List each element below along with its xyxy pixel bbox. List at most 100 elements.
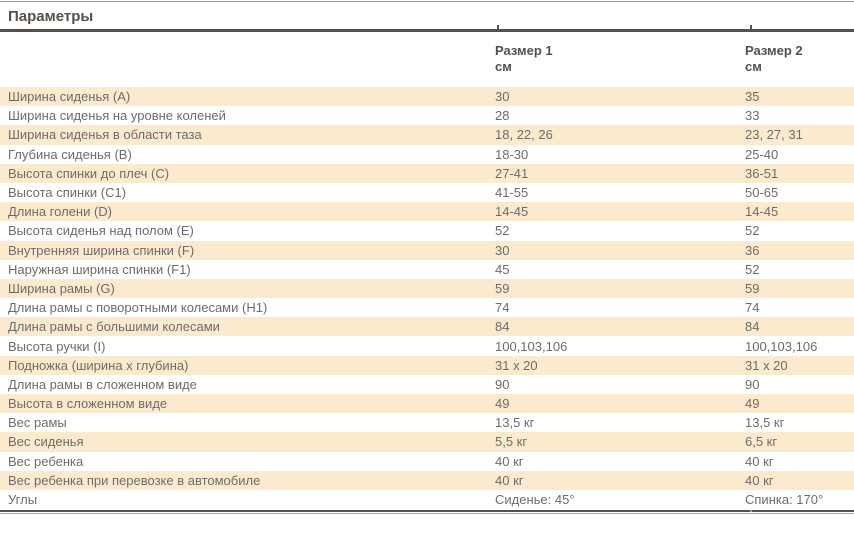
column-header-size2-unit: см: [745, 59, 762, 74]
parameter-label: Глубина сиденья (B): [8, 146, 132, 162]
size1-value: 30: [495, 242, 510, 258]
size2-value: 31 x 20: [745, 357, 788, 373]
size1-value: 90: [495, 376, 510, 392]
column-header-size1-unit: см: [495, 59, 512, 74]
bottom-divider-light-line: [0, 513, 854, 515]
size1-value: 27-41: [495, 165, 529, 181]
column-divider-tick: [497, 25, 499, 29]
table-row: Ширина сиденья на уровне коленей 28 33: [0, 106, 854, 126]
top-divider: [0, 1, 854, 2]
table-row: Вес ребенка при перевозке в автомобиле 4…: [0, 470, 854, 490]
parameter-label: Вес рамы: [8, 415, 67, 431]
table-row: Высота в сложенном виде 49 49: [0, 394, 854, 414]
parameter-label: Высота спинки (C1): [8, 185, 127, 201]
parameter-label: Ширина сиденья (A): [8, 89, 131, 105]
size2-value: 36: [745, 242, 760, 258]
table-row: Высота сиденья над полом (E) 52 52: [0, 221, 854, 241]
size2-value: 33: [745, 108, 760, 124]
size1-value: 59: [495, 280, 510, 296]
parameter-label: Ширина рамы (G): [8, 280, 115, 296]
table-row: Длина голени (D) 14-45 14-45: [0, 202, 854, 222]
size1-value: 5,5 кг: [495, 434, 528, 450]
parameter-label: Углы: [8, 492, 38, 508]
parameter-label: Внутренняя ширина спинки (F): [8, 242, 195, 258]
size1-value: 40 кг: [495, 453, 524, 469]
size2-value: Спинка: 170°: [745, 492, 824, 508]
table-row: Высота ручки (I) 100,103,106 100,103,106: [0, 336, 854, 356]
parameter-label: Подножка (ширина x глубина): [8, 357, 189, 373]
table-row: Высота спинки (C1) 41-55 50-65: [0, 182, 854, 203]
table-row: Ширина рамы (G) 59 59: [0, 278, 854, 299]
size2-value: 84: [745, 319, 760, 335]
parameter-label: Высота ручки (I): [8, 338, 106, 354]
column-header-size1-label: Размер 1: [495, 43, 553, 58]
size2-value: 25-40: [745, 146, 779, 162]
table-row: Углы Сиденье: 45° Спинка: 170°: [0, 489, 854, 510]
column-header-size2: Размер 2 см: [745, 43, 854, 87]
size1-value: 49: [495, 396, 510, 412]
size2-value: 13,5 кг: [745, 415, 785, 431]
parameter-label: Длина рамы с поворотными колесами (H1): [8, 300, 268, 316]
size1-value: 52: [495, 223, 510, 239]
table-row: Наружная ширина спинки (F1) 45 52: [0, 259, 854, 279]
size2-value: 52: [745, 261, 760, 277]
bottom-divider-dark-line: [0, 510, 854, 513]
parameter-label: Ширина сиденья на уровне коленей: [8, 108, 226, 124]
bottom-divider: [0, 510, 854, 515]
column-header-size2-label: Размер 2: [745, 43, 803, 58]
table-row: Длина рамы в сложенном виде 90 90: [0, 374, 854, 394]
table-row: Ширина сиденья (A) 30 35: [0, 87, 854, 107]
size2-value: 52: [745, 223, 760, 239]
parameters-table-body: Ширина сиденья (A) 30 35 Ширина сиденья …: [0, 87, 854, 510]
parameter-label: Длина рамы с большими колесами: [8, 319, 220, 335]
parameter-label: Высота сиденья над полом (E): [8, 223, 194, 239]
column-divider-tick: [750, 25, 752, 29]
bottom-divider-gap: [0, 512, 854, 514]
size2-value: 90: [745, 376, 760, 392]
table-row: Глубина сиденья (B) 18-30 25-40: [0, 144, 854, 164]
size1-value: Сиденье: 45°: [495, 492, 575, 508]
size1-value: 18-30: [495, 146, 529, 162]
parameter-label: Длина голени (D): [8, 204, 112, 220]
size2-value: 36-51: [745, 165, 779, 181]
parameter-label: Наружная ширина спинки (F1): [8, 261, 191, 277]
page-title: Параметры: [8, 8, 94, 25]
title-divider: [0, 25, 854, 32]
column-header-size1: Размер 1 см: [495, 43, 745, 87]
table-row: Длина рамы с поворотными колесами (H1) 7…: [0, 298, 854, 318]
parameter-label: Длина рамы в сложенном виде: [8, 376, 197, 392]
size2-value: 35: [745, 89, 760, 105]
size1-value: 45: [495, 261, 510, 277]
size2-value: 49: [745, 396, 760, 412]
table-row: Вес сиденья 5,5 кг 6,5 кг: [0, 432, 854, 452]
table-row: Вес ребенка 40 кг 40 кг: [0, 451, 854, 471]
parameter-label: Вес сиденья: [8, 434, 84, 450]
size1-value: 30: [495, 89, 510, 105]
parameter-label: Вес ребенка при перевозке в автомобиле: [8, 472, 261, 488]
parameter-label: Ширина сиденья в области таза: [8, 127, 202, 143]
table-row: Вес рамы 13,5 кг 13,5 кг: [0, 413, 854, 433]
size2-value: 23, 27, 31: [745, 127, 803, 143]
size1-value: 100,103,106: [495, 338, 568, 354]
size1-value: 18, 22, 26: [495, 127, 553, 143]
size1-value: 13,5 кг: [495, 415, 535, 431]
size1-value: 31 x 20: [495, 357, 538, 373]
size1-value: 40 кг: [495, 472, 524, 488]
table-row: Подножка (ширина x глубина) 31 x 20 31 x…: [0, 355, 854, 375]
size1-value: 74: [495, 300, 510, 316]
size1-value: 41-55: [495, 185, 529, 201]
table-row: Внутренняя ширина спинки (F) 30 36: [0, 240, 854, 260]
table-row: Длина рамы с большими колесами 84 84: [0, 317, 854, 337]
size2-value: 6,5 кг: [745, 434, 778, 450]
size2-value: 14-45: [745, 204, 779, 220]
size1-value: 84: [495, 319, 510, 335]
size2-value: 100,103,106: [745, 338, 818, 354]
table-row: Ширина сиденья в области таза 18, 22, 26…: [0, 125, 854, 145]
size1-value: 28: [495, 108, 510, 124]
parameter-column-header: [0, 43, 495, 87]
table-row: Высота спинки до плеч (C) 27-41 36-51: [0, 163, 854, 183]
bottom-divider-notch: [750, 510, 752, 513]
size2-value: 59: [745, 280, 760, 296]
parameter-label: Высота в сложенном виде: [8, 396, 168, 412]
